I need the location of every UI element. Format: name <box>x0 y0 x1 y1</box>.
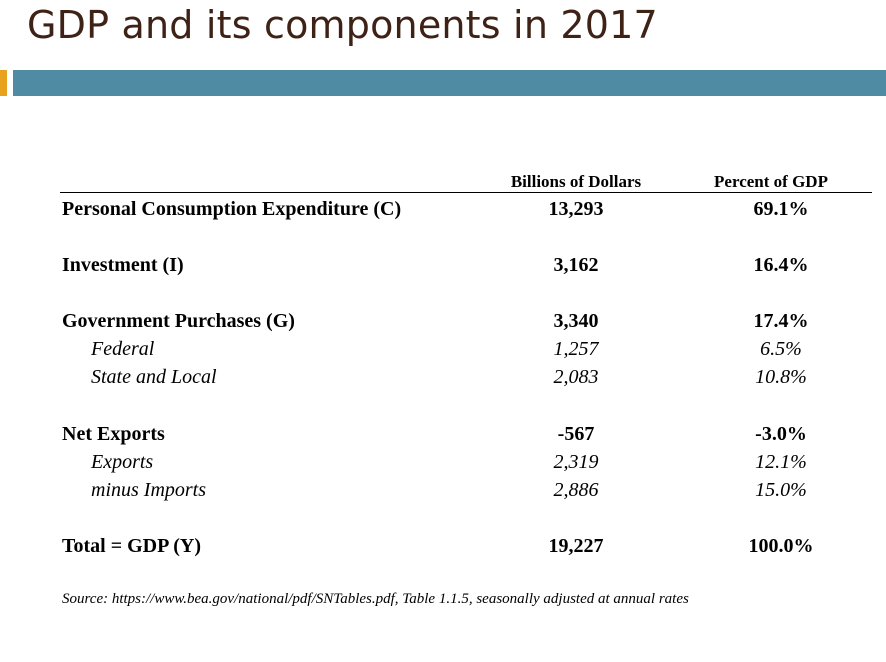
table-row: State and Local 2,083 10.8% <box>60 366 872 394</box>
row-dollars: 2,319 <box>553 451 599 473</box>
row-dollars: 3,162 <box>553 254 599 276</box>
row-dollars: 19,227 <box>548 535 604 557</box>
row-label: Federal <box>91 338 155 360</box>
table-row: Exports 2,319 12.1% <box>60 451 872 479</box>
table-row: Personal Consumption Expenditure (C) 13,… <box>60 198 872 226</box>
row-percent: 12.1% <box>755 451 807 473</box>
row-dollars: 1,257 <box>553 338 599 360</box>
row-percent: 17.4% <box>753 310 809 332</box>
row-percent: 16.4% <box>753 254 809 276</box>
slide-title: GDP and its components in 2017 <box>27 3 658 47</box>
row-dollars: 2,886 <box>553 479 599 501</box>
row-label: minus Imports <box>91 479 207 501</box>
row-label: State and Local <box>91 366 217 388</box>
row-percent: 15.0% <box>755 479 807 501</box>
table-row: Net Exports -567 -3.0% <box>60 423 872 451</box>
header-percent-of-gdp: Percent of GDP <box>714 172 828 191</box>
row-dollars: -567 <box>557 423 595 445</box>
source-note: Source: https://www.bea.gov/national/pdf… <box>62 591 689 607</box>
gdp-table: Billions of Dollars Percent of GDP Perso… <box>60 170 872 557</box>
row-dollars: 2,083 <box>553 366 599 388</box>
row-percent: 69.1% <box>753 198 809 220</box>
table-header-row: Billions of Dollars Percent of GDP <box>60 170 872 193</box>
table-row: Investment (I) 3,162 16.4% <box>60 254 872 282</box>
row-label: Net Exports <box>62 423 165 445</box>
row-percent: 100.0% <box>748 535 814 557</box>
row-label: Investment (I) <box>62 254 184 276</box>
table-row: minus Imports 2,886 15.0% <box>60 479 872 507</box>
row-label: Personal Consumption Expenditure (C) <box>62 198 402 220</box>
row-percent: 6.5% <box>760 338 802 360</box>
title-band <box>13 70 886 96</box>
header-billions-of-dollars: Billions of Dollars <box>510 172 642 191</box>
row-label: Government Purchases (G) <box>62 310 295 332</box>
table-row: Government Purchases (G) 3,340 17.4% <box>60 310 872 338</box>
row-percent: 10.8% <box>755 366 807 388</box>
row-label: Total = GDP (Y) <box>62 535 201 557</box>
row-dollars: 3,340 <box>553 310 599 332</box>
table-row: Federal 1,257 6.5% <box>60 338 872 366</box>
table-row: Total = GDP (Y) 19,227 100.0% <box>60 535 872 563</box>
row-label: Exports <box>91 451 154 473</box>
row-dollars: 13,293 <box>548 198 604 220</box>
accent-bar <box>0 70 7 96</box>
row-percent: -3.0% <box>755 423 807 445</box>
